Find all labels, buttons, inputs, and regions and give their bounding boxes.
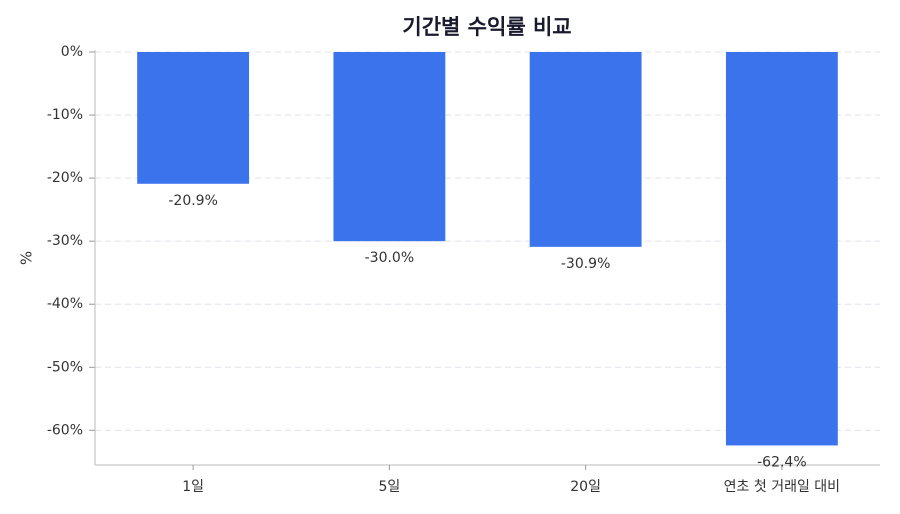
y-tick-label: -60% <box>47 422 83 438</box>
chart-title: 기간별 수익률 비교 <box>402 15 571 39</box>
y-tick-label: -30% <box>47 233 83 249</box>
bar <box>529 52 642 247</box>
bar <box>725 52 838 446</box>
x-tick-label: 연초 첫 거래일 대비 <box>724 479 840 495</box>
value-label: -62.4% <box>757 454 807 470</box>
y-tick-label: -20% <box>47 170 83 186</box>
x-tick-label: 5일 <box>378 479 400 495</box>
x-tick-label: 20일 <box>570 479 601 495</box>
y-tick-label: -50% <box>47 359 83 375</box>
bar <box>333 52 446 242</box>
y-axis-label: % <box>18 251 36 265</box>
y-tick-label: -10% <box>47 107 83 123</box>
y-tick-label: -40% <box>47 296 83 312</box>
value-label: -30.0% <box>365 250 415 266</box>
y-tick-label: 0% <box>61 44 83 60</box>
x-tick-label: 1일 <box>182 479 204 495</box>
bar <box>137 52 250 184</box>
value-label: -20.9% <box>168 193 218 209</box>
value-label: -30.9% <box>561 256 611 272</box>
